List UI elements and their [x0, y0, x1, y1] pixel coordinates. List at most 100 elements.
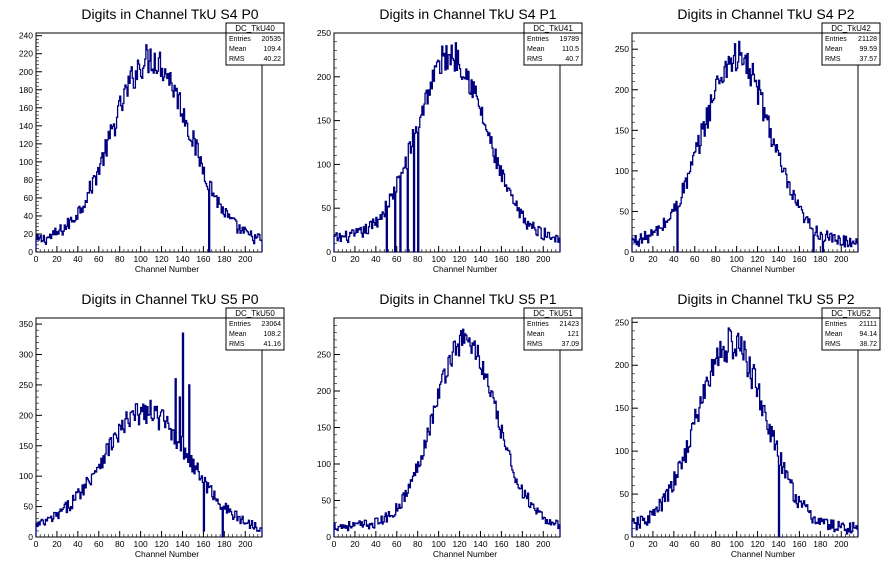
plot-frame [631, 317, 859, 538]
stats-entries-label: Entries [825, 321, 847, 328]
y-tick-label: 150 [317, 116, 331, 126]
stats-rms-value: 40.22 [263, 56, 281, 63]
x-tick-label: 200 [238, 254, 252, 264]
x-tick-label: 0 [332, 539, 337, 549]
stats-entries-value: 19789 [560, 36, 580, 43]
stats-box: DC_TkU50 Entries 23064 Mean 108.2 RMS 41.16 [225, 307, 285, 351]
y-tick-label: 50 [24, 502, 34, 512]
stats-mean-label: Mean [229, 46, 247, 53]
y-tick-label: 160 [19, 103, 33, 113]
x-tick-label: 140 [771, 254, 785, 264]
x-tick-label: 120 [750, 539, 764, 549]
y-tick-label: 200 [615, 360, 629, 370]
stats-box: DC_TkU52 Entries 21111 Mean 94.14 RMS 38.72 [821, 307, 881, 351]
x-tick-label: 120 [154, 254, 168, 264]
x-tick-label: 60 [690, 254, 700, 264]
panel-title: Digits in Channel TkU S4 P0 [81, 6, 258, 22]
y-tick-label: 150 [317, 423, 331, 433]
x-tick-label: 60 [94, 254, 104, 264]
stats-box-frame [523, 22, 583, 66]
x-tick-label: 120 [452, 539, 466, 549]
stats-rms-label: RMS [825, 56, 841, 63]
y-tick-label: 20 [24, 229, 34, 239]
stats-rms-label: RMS [229, 56, 245, 63]
x-tick-label: 180 [813, 254, 827, 264]
histogram-series [631, 327, 859, 538]
x-tick-label: 40 [371, 254, 381, 264]
stats-mean-value: 108.2 [263, 331, 281, 338]
histogram-panel-1: Digits in Channel TkU S4 P0 0 20 40 60 80 100 1… [19, 6, 285, 274]
histogram-panel-4: Digits in Channel TkU S5 P0 0 20 40 60 80 100 1… [19, 291, 285, 559]
y-tick-label: 100 [317, 459, 331, 469]
x-tick-label: 80 [115, 539, 125, 549]
y-tick-label: 50 [322, 496, 332, 506]
stats-histogram-name: DC_TkU52 [831, 309, 871, 318]
stats-entries-value: 21128 [858, 36, 877, 43]
stats-entries-label: Entries [825, 36, 847, 43]
stats-mean-value: 110.5 [562, 46, 579, 53]
x-tick-label: 160 [494, 539, 508, 549]
stats-mean-value: 109.4 [263, 46, 281, 53]
x-tick-label: 100 [730, 254, 744, 264]
stats-mean-value: 121 [567, 331, 579, 338]
x-tick-label: 160 [196, 254, 210, 264]
x-tick-label: 200 [834, 539, 848, 549]
stats-entries-label: Entries [229, 321, 251, 328]
x-tick-label: 80 [711, 254, 721, 264]
y-tick-label: 150 [615, 125, 629, 135]
stats-entries-value: 23064 [262, 321, 282, 328]
x-tick-label: 180 [515, 254, 529, 264]
x-tick-label: 100 [432, 254, 446, 264]
histogram-panel-2: Digits in Channel TkU S4 P1 0 20 40 60 80 100 1… [317, 6, 583, 274]
y-tick-label: 240 [19, 31, 33, 41]
histogram-panel-5: Digits in Channel TkU S5 P1 0 20 40 60 80 100 1… [317, 291, 583, 559]
x-axis-label: Channel Number [433, 549, 497, 559]
y-tick-label: 50 [322, 203, 332, 213]
y-tick-label: 100 [317, 159, 331, 169]
x-axis-label: Channel Number [135, 264, 199, 274]
x-tick-label: 120 [452, 254, 466, 264]
stats-box-frame [225, 307, 285, 351]
stats-mean-label: Mean [527, 46, 545, 53]
x-tick-label: 40 [371, 539, 381, 549]
stats-rms-value: 40.7 [565, 56, 579, 63]
x-tick-label: 140 [175, 254, 189, 264]
x-tick-label: 20 [350, 539, 360, 549]
x-tick-label: 100 [134, 539, 148, 549]
x-tick-label: 160 [792, 539, 806, 549]
y-tick-label: 80 [24, 175, 34, 185]
y-tick-label: 220 [19, 49, 33, 59]
y-tick-label: 200 [615, 85, 629, 95]
y-tick-label: 200 [19, 410, 33, 420]
y-tick-label: 150 [615, 403, 629, 413]
x-tick-label: 0 [34, 539, 39, 549]
y-tick-label: 100 [615, 446, 629, 456]
x-tick-label: 20 [52, 254, 62, 264]
stats-histogram-name: DC_TkU51 [533, 309, 573, 318]
x-tick-label: 40 [669, 254, 679, 264]
y-tick-label: 200 [317, 386, 331, 396]
x-tick-label: 40 [73, 539, 83, 549]
y-tick-label: 0 [326, 532, 331, 542]
x-tick-label: 60 [690, 539, 700, 549]
stats-histogram-name: DC_TkU40 [235, 24, 275, 33]
panel-title: Digits in Channel TkU S5 P2 [677, 291, 854, 307]
stats-mean-value: 99.59 [859, 46, 877, 53]
y-tick-label: 100 [615, 166, 629, 176]
x-tick-label: 200 [238, 539, 252, 549]
y-tick-label: 140 [19, 121, 33, 131]
x-tick-label: 0 [332, 254, 337, 264]
x-tick-label: 20 [648, 539, 658, 549]
y-tick-label: 60 [24, 193, 34, 203]
x-tick-label: 60 [392, 539, 402, 549]
stats-mean-label: Mean [825, 46, 843, 53]
y-tick-label: 0 [28, 532, 33, 542]
stats-box-frame [821, 22, 881, 66]
x-tick-label: 20 [52, 539, 62, 549]
x-axis-label: Channel Number [731, 549, 795, 559]
x-tick-label: 80 [115, 254, 125, 264]
stats-rms-value: 37.57 [859, 56, 877, 63]
y-tick-label: 150 [19, 441, 33, 451]
y-tick-label: 250 [19, 380, 33, 390]
y-tick-label: 250 [615, 44, 629, 54]
